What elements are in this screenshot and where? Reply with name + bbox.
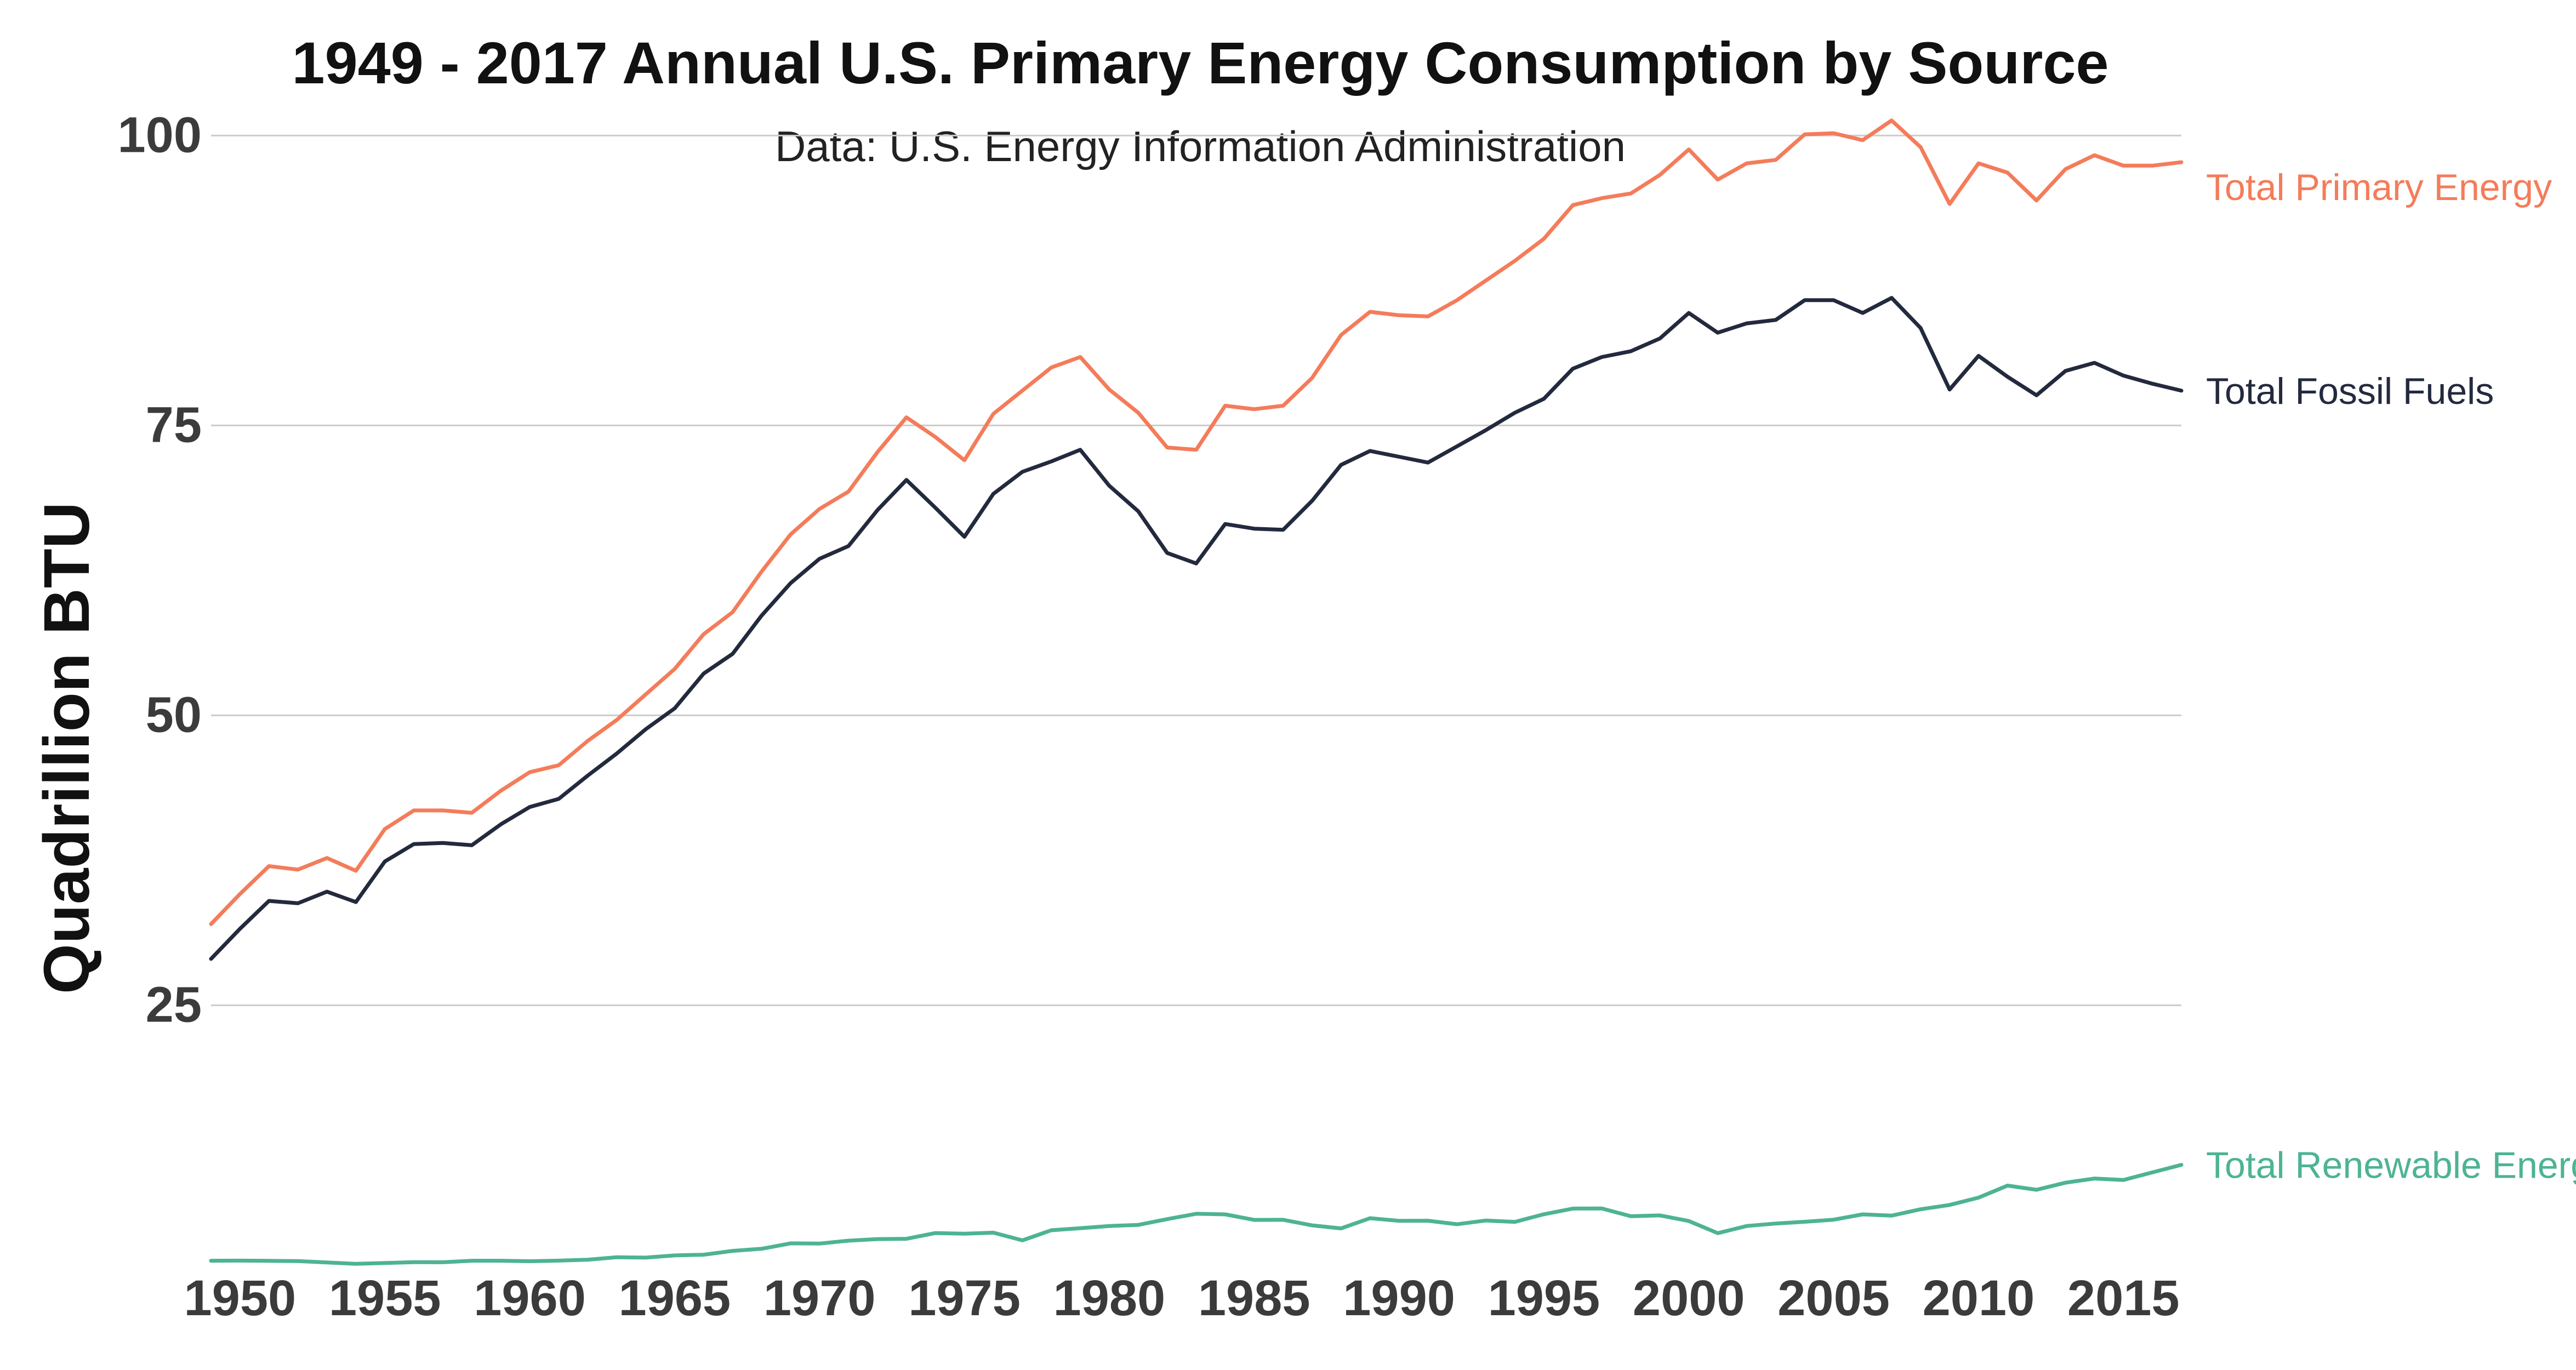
series-labels: Total Primary Energy Total Fossil Fuels To… bbox=[2206, 167, 2576, 1186]
chart-title: 1949 - 2017 Annual U.S. Primary Energy C… bbox=[292, 30, 2109, 96]
series-line-total-fossil-fuels bbox=[209, 296, 2184, 961]
y-tick-label: 50 bbox=[146, 687, 202, 743]
chart-subtitle: Data: U.S. Energy Information Administra… bbox=[774, 122, 1626, 170]
x-tick-label: 1960 bbox=[474, 1270, 586, 1326]
x-tick-label: 1995 bbox=[1488, 1270, 1600, 1326]
x-tick-label: 2005 bbox=[1777, 1270, 1890, 1326]
y-axis-label: Quadrillion BTU bbox=[31, 502, 103, 994]
series-line-total-renewable-energy bbox=[209, 1163, 2184, 1266]
series-lines bbox=[209, 118, 2184, 1266]
series-label: Total Renewable Energy bbox=[2206, 1145, 2576, 1186]
x-tick-label: 2015 bbox=[2067, 1270, 2180, 1326]
x-tick-labels: 1950 1955 1960 1965 1970 1975 1980 1985 1990 1995… bbox=[184, 1270, 2180, 1326]
x-tick-label: 1985 bbox=[1198, 1270, 1310, 1326]
x-tick-label: 1980 bbox=[1053, 1270, 1166, 1326]
gridlines bbox=[211, 134, 2181, 1006]
series-label: Total Primary Energy bbox=[2206, 167, 2552, 208]
x-tick-label: 1950 bbox=[184, 1270, 297, 1326]
x-tick-label: 1975 bbox=[908, 1270, 1021, 1326]
y-tick-labels: 25 50 75 100 bbox=[118, 107, 202, 1032]
x-tick-label: 1955 bbox=[329, 1270, 441, 1326]
series-line-total-primary-energy bbox=[209, 118, 2184, 926]
x-tick-label: 1970 bbox=[763, 1270, 876, 1326]
x-tick-label: 1990 bbox=[1343, 1270, 1455, 1326]
y-tick-label: 25 bbox=[146, 977, 202, 1032]
x-tick-label: 2010 bbox=[1923, 1270, 2035, 1326]
y-tick-label: 100 bbox=[118, 107, 202, 163]
x-tick-label: 1965 bbox=[619, 1270, 731, 1326]
series-label: Total Fossil Fuels bbox=[2206, 370, 2494, 412]
x-tick-label: 2000 bbox=[1633, 1270, 1745, 1326]
y-tick-label: 75 bbox=[146, 397, 202, 453]
